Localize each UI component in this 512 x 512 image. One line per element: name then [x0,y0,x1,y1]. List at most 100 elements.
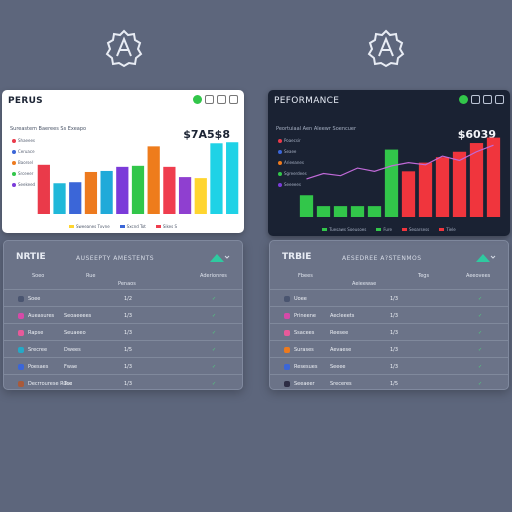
chart-bar[interactable] [116,166,129,214]
chart-bar[interactable] [178,177,192,214]
series-dot-icon [12,182,16,187]
status-check-icon: ✓ [212,364,217,370]
chart-side-item: Seaee [278,149,296,154]
series-dot-icon [12,138,16,143]
settings-icon[interactable] [217,95,226,104]
status-check-icon: ✓ [478,347,483,353]
legend-item[interactable]: Sweeanes Txvne [68,224,110,229]
table-row[interactable]: Aueasures Seoaeeees 1/3 ✓ [4,306,242,324]
side-item-label: Arieeanes [284,160,304,165]
chart-bar[interactable] [486,137,501,217]
chart-toggle-icon[interactable] [210,252,230,262]
legend-item[interactable]: Seoarsess [401,227,429,232]
chart-bar[interactable] [418,162,433,217]
side-item-label: Seekeed [18,182,36,187]
row-tag: Aecleeets [330,313,355,319]
table-row[interactable]: Uoee 1/3 ✓ [270,289,508,307]
row-tag: Dwees [64,347,81,353]
chart-bar[interactable] [367,206,382,217]
menu-icon[interactable] [229,95,238,104]
chart-bar[interactable] [100,170,113,214]
table-row[interactable]: Resesues Seeee 1/3 ✓ [270,357,508,375]
chart-bar[interactable] [163,166,176,214]
chart-bar[interactable] [84,171,98,214]
legend-item[interactable]: Tuesaws Soeusoes [322,227,366,232]
column-header[interactable]: Rue [86,273,96,279]
legend-swatch [401,228,407,231]
chart-bar[interactable] [350,206,365,217]
legend-item[interactable]: Fure [376,227,392,232]
row-app-icon [18,381,24,387]
chart-bar[interactable] [226,142,239,214]
table-header: Soeo Rue Penaos Aderionres [4,269,242,291]
column-header[interactable]: Tegs [418,273,430,279]
chart-bar[interactable] [401,171,416,217]
legend-item[interactable]: Sxcnd Tot [119,224,146,229]
chart-bar[interactable] [316,206,331,217]
side-item-label: Sgreerdees [284,171,307,176]
column-header[interactable]: Fbees [298,273,313,279]
table-row[interactable]: Surases Aevaese 1/3 ✓ [270,340,508,358]
chart-bar[interactable] [131,165,145,214]
row-app-icon [284,330,290,336]
table-row[interactable]: Seeaeer Sreceres 1/5 ✓ [270,374,508,392]
performance-card-light: PERUS Sureastem Baerees Ss Exeapo $7A5$8… [2,90,244,233]
settings-icon[interactable] [483,95,492,104]
chart-bar[interactable] [452,151,467,217]
table-row[interactable]: Srecree Dwees 1/5 ✓ [4,340,242,358]
table-row[interactable]: Rapse Seuaeeo 1/3 ✓ [4,323,242,341]
row-name: Seeaeer [294,381,315,387]
table-row[interactable]: Soee 1/2 ✓ [4,289,242,307]
chart-bar[interactable] [69,182,82,214]
chart-bar[interactable] [299,195,314,217]
column-header[interactable]: Aderionres [200,273,227,279]
row-app-icon [18,330,24,336]
chart-bar[interactable] [53,183,66,214]
legend-swatch [322,228,328,231]
table-row[interactable]: Decrrourese Ruse Tce 1/3 ✓ [4,374,242,392]
column-header[interactable]: Penaos [118,281,136,287]
chart-side-item: Srceeer [12,171,33,176]
window-icon[interactable] [471,95,480,104]
row-name: Aueasures [28,313,55,319]
status-table: NRTIE AUSEEPTY AMESTENTS Soeo Rue Penaos… [3,240,243,390]
chart-bar[interactable] [147,146,160,214]
legend-item[interactable]: Sikes S [155,224,177,229]
chart-bar[interactable] [194,178,207,214]
series-dot-icon [278,171,282,176]
table-row[interactable]: Ssacees Reesee 1/3 ✓ [270,323,508,341]
table-row[interactable]: Prineene Aecleeets 1/3 ✓ [270,306,508,324]
chart-bar[interactable] [469,143,484,217]
chart-bar[interactable] [333,206,348,217]
chart-side-item: Sgreerdees [278,171,307,176]
window-icon[interactable] [205,95,214,104]
chart-bar[interactable] [210,143,223,214]
kpi-value: $6039 [457,128,496,141]
chart-side-item: Seeeees [278,182,301,187]
column-header[interactable]: Aeieewae [352,281,377,287]
chart-bar[interactable] [384,149,399,217]
chart-bar[interactable] [37,164,50,214]
series-dot-icon [12,160,16,165]
card-subtitle: Sureastem Baerees Ss Exeapo [10,126,87,132]
legend-item[interactable]: Tiele [439,227,456,232]
column-header[interactable]: Soeo [32,273,45,279]
status-icon[interactable] [193,95,202,104]
chart-side-item: Seekeed [12,182,35,187]
table-row[interactable]: Poesaes Fwae 1/3 ✓ [4,357,242,375]
chart-side-item: Arieeanes [278,160,304,165]
status-icon[interactable] [459,95,468,104]
row-name: Resesues [294,364,318,370]
row-value: 1/5 [390,381,399,387]
chart-bar[interactable] [435,157,450,217]
status-check-icon: ✓ [212,313,217,319]
menu-icon[interactable] [495,95,504,104]
legend-swatch [439,228,445,231]
row-tag: Aevaese [330,347,352,353]
chart-side-item: Poaecsir [278,138,301,143]
legend-label: Tuesaws Soeusoes [329,227,367,232]
chart-toggle-icon[interactable] [476,252,496,262]
column-header[interactable]: Aeeovees [466,273,491,279]
status-check-icon: ✓ [212,347,217,353]
row-tag: Fwae [64,364,78,370]
